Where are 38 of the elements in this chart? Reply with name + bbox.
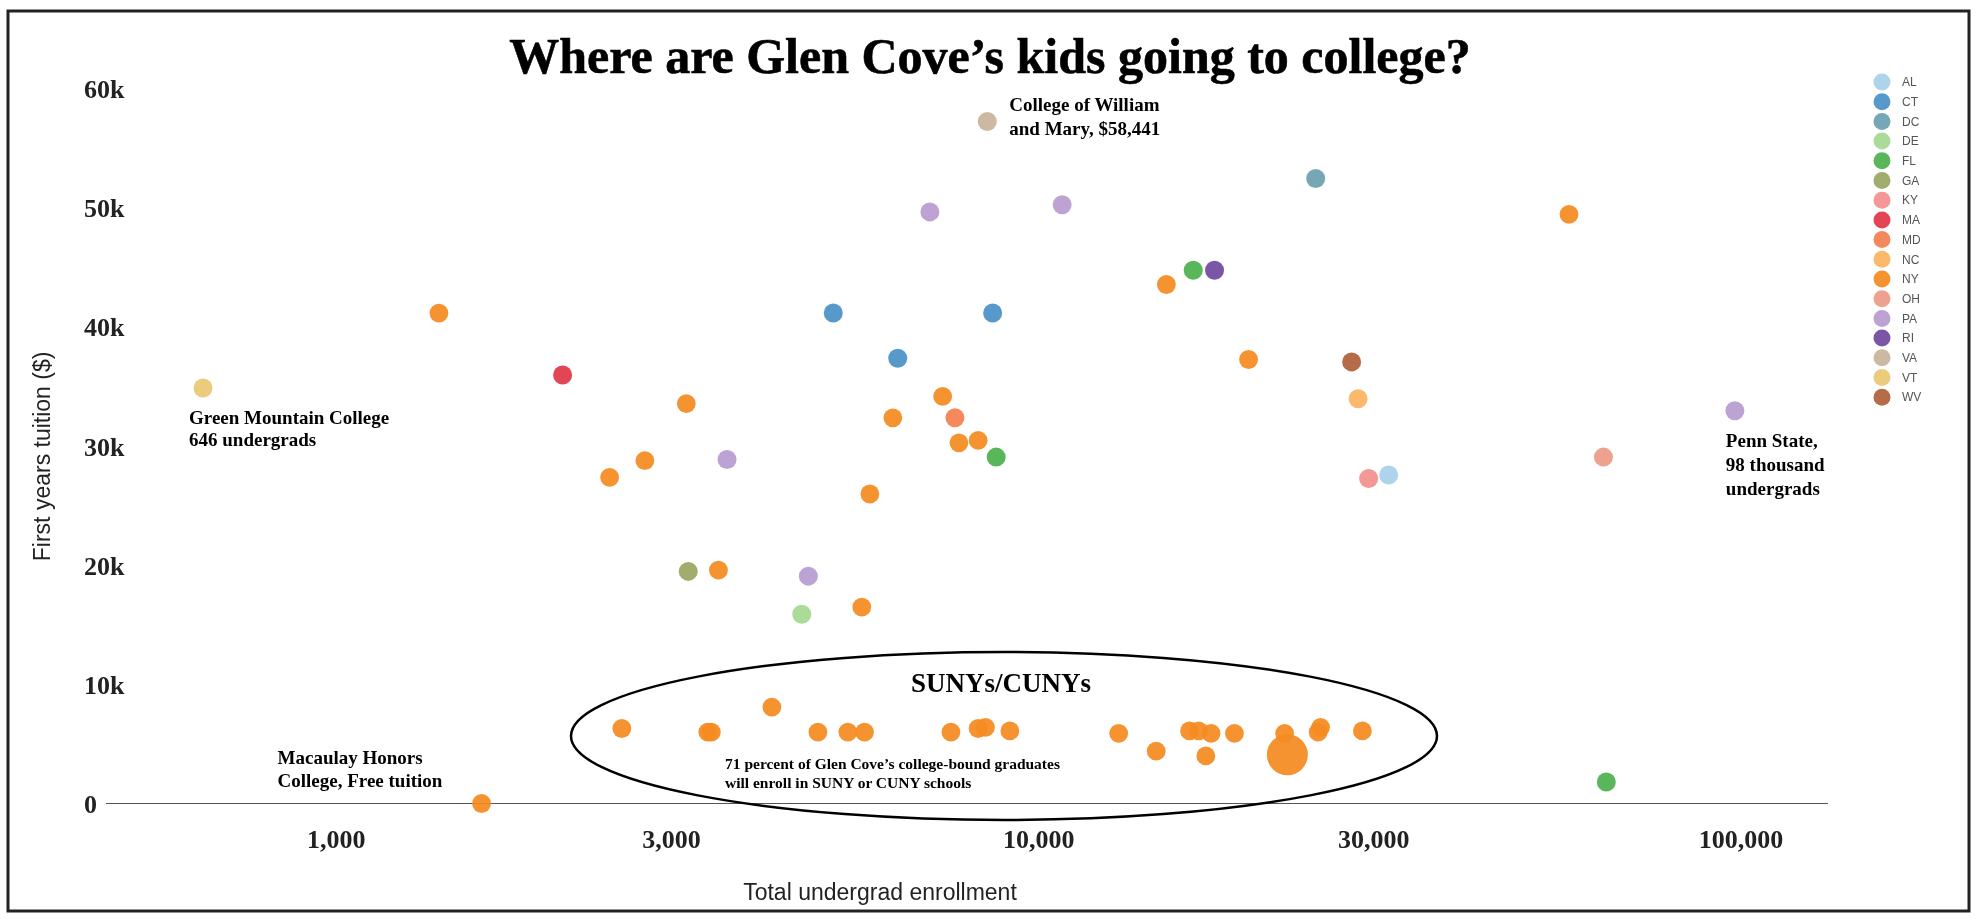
y-axis-title: First years tuition ($) xyxy=(29,351,55,562)
legend-label: VA xyxy=(1902,351,1918,365)
annotation: College of William and Mary, $58,441 xyxy=(1009,94,1161,140)
chart-title: Where are Glen Cove’s kids going to college? xyxy=(509,28,1471,84)
x-tick-label: 3,000 xyxy=(642,825,701,854)
legend-label: KY xyxy=(1902,193,1919,208)
legend-label: RI xyxy=(1902,331,1914,346)
legend-label: AL xyxy=(1902,75,1917,90)
y-tick-label: 20k xyxy=(84,551,125,581)
legend-label: OH xyxy=(1902,291,1920,306)
annotation: SUNYs/CUNYs xyxy=(910,668,1092,698)
legend-label: WV xyxy=(1902,390,1922,405)
legend-label: PA xyxy=(1902,311,1918,326)
legend-label: MD xyxy=(1902,232,1921,247)
x-axis-title: Total undergrad enrollment xyxy=(743,879,1018,905)
y-tick-label: 50k xyxy=(84,194,125,224)
x-tick-label: 1,000 xyxy=(307,825,366,854)
y-tick-label: 0 xyxy=(84,789,97,819)
y-tick-label: 60k xyxy=(84,75,125,105)
legend-label: FL xyxy=(1902,154,1917,168)
x-tick-label: 10,000 xyxy=(1002,825,1075,854)
annotation: Green Mountain College 646 undergrads xyxy=(189,407,390,451)
legend-label: NY xyxy=(1902,272,1919,287)
legend-label: VT xyxy=(1902,370,1918,385)
legend-label: CT xyxy=(1902,94,1919,109)
y-tick-label: 40k xyxy=(84,313,125,343)
legend-label: GA xyxy=(1902,173,1920,188)
legend-label: DC xyxy=(1902,114,1920,129)
legend-label: MA xyxy=(1902,213,1920,228)
y-tick-label: 30k xyxy=(84,432,125,462)
annotation: Macaulay Honors College, Free tuition xyxy=(277,746,443,791)
y-tick-label: 10k xyxy=(84,670,125,700)
legend-label: DE xyxy=(1902,134,1919,149)
legend-label: NC xyxy=(1902,252,1920,267)
x-tick-label: 30,000 xyxy=(1338,825,1410,854)
annotation: 71 percent of Glen Cove’s college-bound graduates will enroll in SUNY or CUNY schools xyxy=(725,755,1060,791)
annotation: Penn State, 98 thousand undergrads xyxy=(1725,429,1826,499)
x-tick-label: 100,000 xyxy=(1698,825,1784,854)
